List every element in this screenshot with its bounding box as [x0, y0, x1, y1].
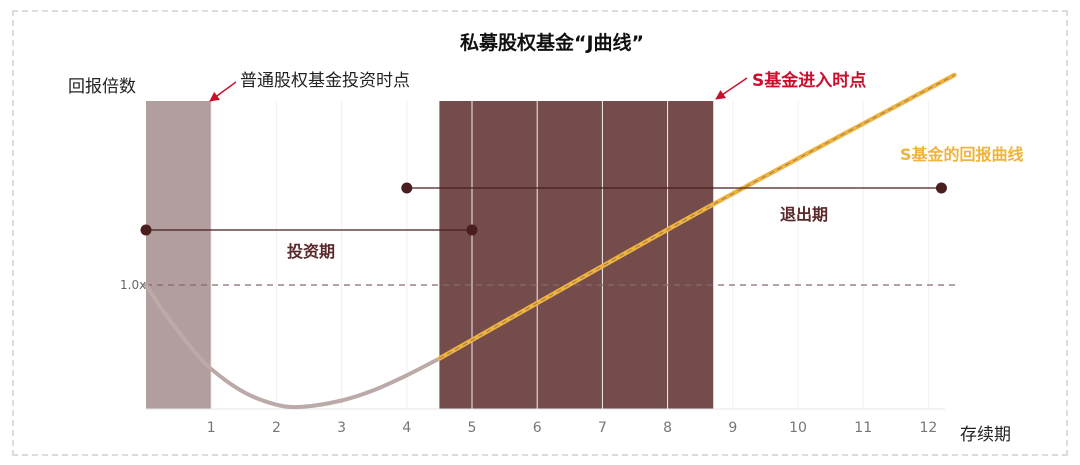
x-tick-10: 10: [789, 420, 807, 436]
x-tick-11: 11: [854, 420, 872, 436]
period-label-0: 投资期: [287, 242, 335, 261]
s-fund-return-line-dash: [439, 74, 955, 360]
x-tick-7: 7: [598, 420, 607, 436]
x-tick-4: 4: [402, 420, 411, 436]
annotation-s-fund-curve: S基金的回报曲线: [900, 145, 1024, 164]
chart-title: 私募股权基金“J曲线”: [460, 31, 644, 54]
x-tick-5: 5: [468, 420, 477, 436]
arrow-normal-fund-entry: [209, 81, 237, 102]
x-tick-9: 9: [728, 420, 737, 436]
annotation-s-fund-entry: S基金进入时点: [752, 70, 866, 91]
chart-frame: [12, 10, 1068, 456]
period-end-dot-0: [466, 224, 478, 236]
j-curve-line: [144, 283, 442, 410]
period-label-1: 退出期: [780, 205, 828, 224]
period-start-dot-0: [140, 224, 152, 236]
reference-label: 1.0x: [120, 278, 146, 292]
period-start-dot-1: [401, 182, 413, 194]
x-tick-6: 6: [533, 420, 542, 436]
shaded-region-0: [146, 101, 212, 409]
arrow-s-fund-entry: [715, 77, 748, 100]
x-tick-12: 12: [919, 420, 937, 436]
x-tick-2: 2: [272, 420, 281, 436]
period-end-dot-1: [935, 182, 947, 194]
annotation-normal-fund-entry: 普通股权基金投资时点: [240, 71, 410, 91]
x-tick-3: 3: [337, 420, 346, 436]
x-tick-8: 8: [663, 420, 672, 436]
x-tick-1: 1: [207, 420, 216, 436]
shaded-region-1: [439, 101, 714, 409]
y-axis-label: 回报倍数: [68, 77, 136, 97]
x-axis-label: 存续期: [960, 425, 1011, 445]
